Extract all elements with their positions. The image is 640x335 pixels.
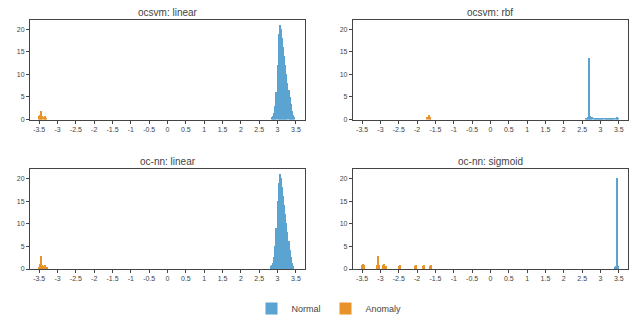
svg-text:2: 2 — [239, 126, 243, 133]
svg-text:10: 10 — [340, 220, 348, 227]
svg-text:2: 2 — [562, 275, 566, 282]
svg-text:0: 0 — [166, 126, 170, 133]
svg-text:2.5: 2.5 — [254, 275, 264, 282]
svg-text:Normal: Normal — [292, 304, 321, 314]
svg-text:1.5: 1.5 — [541, 275, 551, 282]
svg-text:-2: -2 — [414, 126, 420, 133]
svg-text:1: 1 — [202, 126, 206, 133]
svg-text:3: 3 — [276, 275, 280, 282]
svg-text:5: 5 — [21, 93, 25, 100]
svg-text:15: 15 — [17, 48, 25, 55]
svg-text:-2.5: -2.5 — [70, 126, 82, 133]
svg-text:10: 10 — [17, 71, 25, 78]
svg-text:-0.5: -0.5 — [466, 126, 478, 133]
svg-text:1: 1 — [525, 275, 529, 282]
svg-text:-1.5: -1.5 — [429, 126, 441, 133]
svg-text:20: 20 — [17, 175, 25, 182]
svg-text:3: 3 — [599, 275, 603, 282]
svg-text:3: 3 — [276, 126, 280, 133]
svg-text:-3: -3 — [377, 275, 383, 282]
svg-text:-3: -3 — [377, 126, 383, 133]
svg-text:ocsvm: rbf: ocsvm: rbf — [467, 7, 513, 18]
svg-text:1: 1 — [202, 275, 206, 282]
svg-text:-1: -1 — [451, 126, 457, 133]
svg-text:-2.5: -2.5 — [393, 275, 405, 282]
svg-text:20: 20 — [340, 26, 348, 33]
svg-text:-3.5: -3.5 — [33, 275, 45, 282]
svg-text:20: 20 — [340, 175, 348, 182]
svg-text:3: 3 — [599, 126, 603, 133]
svg-text:-0.5: -0.5 — [466, 275, 478, 282]
svg-text:-1.5: -1.5 — [429, 275, 441, 282]
svg-text:10: 10 — [340, 71, 348, 78]
svg-text:1.5: 1.5 — [541, 126, 551, 133]
svg-text:0: 0 — [21, 265, 25, 272]
svg-text:15: 15 — [340, 198, 348, 205]
svg-text:2: 2 — [239, 275, 243, 282]
svg-text:-2: -2 — [91, 126, 97, 133]
svg-text:-1: -1 — [128, 275, 134, 282]
svg-text:Anomaly: Anomaly — [366, 304, 402, 314]
svg-text:15: 15 — [340, 48, 348, 55]
svg-text:0.5: 0.5 — [181, 275, 191, 282]
svg-text:-1.5: -1.5 — [106, 275, 118, 282]
svg-text:2.5: 2.5 — [577, 275, 587, 282]
svg-text:oc-nn: sigmoid: oc-nn: sigmoid — [458, 156, 523, 167]
svg-text:-0.5: -0.5 — [143, 126, 155, 133]
svg-text:5: 5 — [21, 243, 25, 250]
svg-text:0: 0 — [489, 126, 493, 133]
svg-text:3.5: 3.5 — [291, 126, 301, 133]
svg-text:-2: -2 — [414, 275, 420, 282]
svg-text:1.5: 1.5 — [218, 126, 228, 133]
svg-text:0: 0 — [489, 275, 493, 282]
svg-text:ocsvm: linear: ocsvm: linear — [138, 7, 198, 18]
svg-text:0: 0 — [166, 275, 170, 282]
svg-text:5: 5 — [344, 93, 348, 100]
svg-text:-3: -3 — [54, 275, 60, 282]
svg-text:-3.5: -3.5 — [356, 126, 368, 133]
svg-text:-1: -1 — [451, 275, 457, 282]
svg-text:oc-nn: linear: oc-nn: linear — [140, 156, 196, 167]
svg-text:1.5: 1.5 — [218, 275, 228, 282]
svg-text:0: 0 — [344, 116, 348, 123]
svg-text:-2.5: -2.5 — [393, 126, 405, 133]
svg-text:2.5: 2.5 — [577, 126, 587, 133]
svg-text:-3.5: -3.5 — [33, 126, 45, 133]
svg-text:20: 20 — [17, 26, 25, 33]
svg-text:3.5: 3.5 — [614, 275, 624, 282]
svg-text:-3.5: -3.5 — [356, 275, 368, 282]
svg-text:2.5: 2.5 — [254, 126, 264, 133]
svg-text:10: 10 — [17, 220, 25, 227]
svg-text:0: 0 — [21, 116, 25, 123]
svg-text:0: 0 — [344, 265, 348, 272]
svg-text:-2: -2 — [91, 275, 97, 282]
svg-text:0.5: 0.5 — [181, 126, 191, 133]
svg-text:2: 2 — [562, 126, 566, 133]
svg-text:3.5: 3.5 — [291, 275, 301, 282]
svg-text:-2.5: -2.5 — [70, 275, 82, 282]
svg-text:1: 1 — [525, 126, 529, 133]
svg-text:5: 5 — [344, 243, 348, 250]
svg-text:3.5: 3.5 — [614, 126, 624, 133]
svg-text:0.5: 0.5 — [504, 126, 514, 133]
svg-text:15: 15 — [17, 198, 25, 205]
svg-text:-1.5: -1.5 — [106, 126, 118, 133]
svg-text:-1: -1 — [128, 126, 134, 133]
svg-text:0.5: 0.5 — [504, 275, 514, 282]
svg-text:-0.5: -0.5 — [143, 275, 155, 282]
svg-text:-3: -3 — [54, 126, 60, 133]
